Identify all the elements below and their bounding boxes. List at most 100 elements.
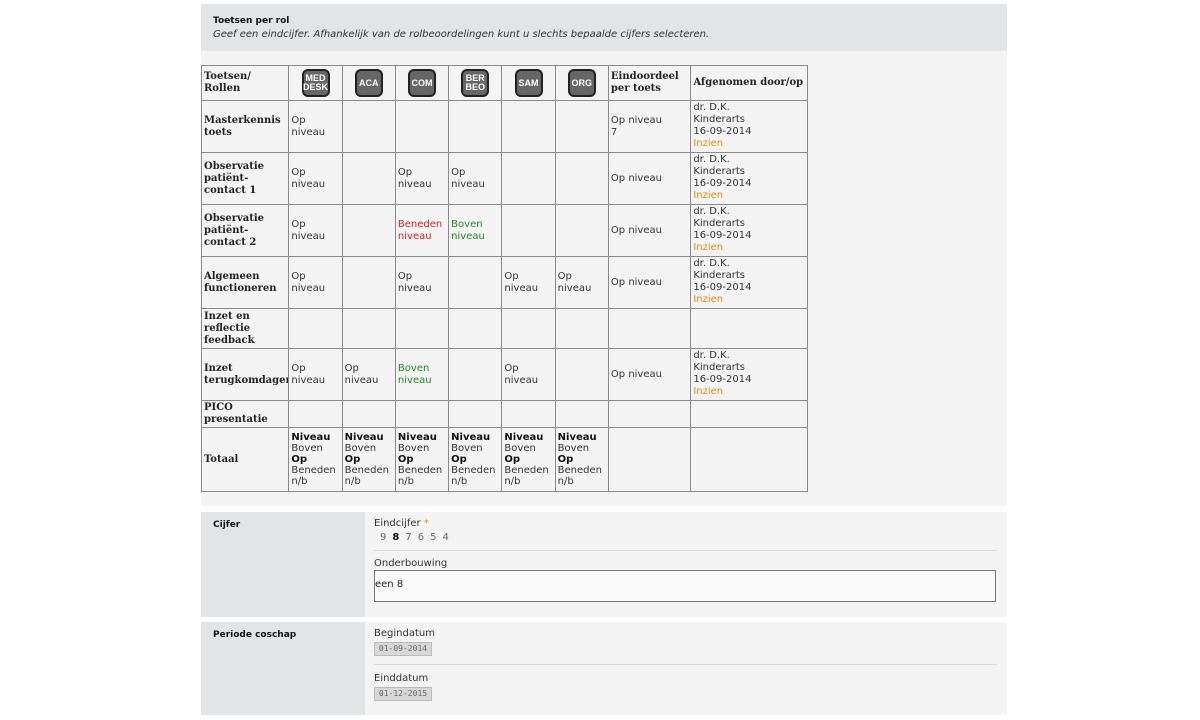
total-niveau: Niveau xyxy=(504,432,544,443)
afgenomen-header: Afgenomen door/op xyxy=(690,65,808,101)
role-cell: Op niveau xyxy=(501,256,556,309)
table-row: Algemeen functioneren Op niveau Op niveau O… xyxy=(200,256,808,309)
einddatum-field[interactable]: 01-12-2015 xyxy=(374,687,432,701)
afgenomen-cell: dr. D.K. Kinderarts 16-09-2014 Inzien xyxy=(690,100,808,153)
role-header: MED DESK xyxy=(288,65,343,101)
row-header: Inzet en reflectie feedback xyxy=(200,308,290,349)
total-beneden: Beneden xyxy=(397,465,443,476)
role-cell: Op niveau xyxy=(394,152,450,205)
eindcijfer-label: Eindcijfer * xyxy=(374,518,429,529)
table-row: Masterkennis toets Op niveau Op niveau 7 dr… xyxy=(200,100,808,153)
total-nb: n/b xyxy=(557,476,574,487)
total-row: Totaal Niveau Boven Op Beneden n/b Niveau Boven… xyxy=(200,427,808,492)
total-header: Totaal xyxy=(200,427,290,492)
grade-option[interactable]: 9 xyxy=(380,532,387,543)
role-cell xyxy=(448,100,503,153)
total-boven: Boven xyxy=(291,443,323,454)
grade-option[interactable]: 7 xyxy=(405,532,412,543)
afgenomen-text: dr. D.K. Kinderarts 16-09-2014 xyxy=(693,154,752,189)
inzien-link[interactable]: Inzien xyxy=(693,294,724,305)
role-cell xyxy=(554,348,609,401)
afgenomen-cell xyxy=(690,308,808,349)
total-eind-cell xyxy=(607,427,692,492)
total-nb: n/b xyxy=(291,476,308,487)
role-cell: Op niveau xyxy=(288,348,343,401)
eindoordeel-cell: Op niveau xyxy=(607,256,692,309)
role-cell xyxy=(341,204,396,257)
eindoordeel-cell xyxy=(607,400,692,428)
role-cell xyxy=(554,100,609,153)
total-cell: Niveau Boven Op Beneden n/b xyxy=(501,427,556,492)
role-cell: Op niveau xyxy=(554,256,609,309)
role-cell xyxy=(554,204,609,257)
total-cell: Niveau Boven Op Beneden n/b xyxy=(554,427,609,492)
eindoordeel-cell: Op niveau 7 xyxy=(607,100,692,153)
grade-option[interactable]: 5 xyxy=(430,532,437,543)
toetsen-table: Toetsen/ Rollen MED DESK ACA COM BER BEO SAM O… xyxy=(200,65,808,492)
role-cell xyxy=(341,256,396,309)
table-row: Observatie patiënt- contact 1 Op niveau Op… xyxy=(200,152,808,205)
inzien-link[interactable]: Inzien xyxy=(693,190,724,201)
row-header: Inzet terugkomdagen xyxy=(200,348,290,401)
total-niveau: Niveau xyxy=(344,432,384,443)
row-header: Masterkennis toets xyxy=(200,100,290,153)
inzien-link[interactable]: Inzien xyxy=(693,138,724,149)
total-op: Op xyxy=(557,454,574,465)
total-beneden: Beneden xyxy=(451,465,496,476)
total-boven: Boven xyxy=(397,443,430,454)
role-cell xyxy=(554,152,609,205)
required-marker: * xyxy=(423,518,429,529)
afgenomen-cell: dr. D.K. Kinderarts 16-09-2014 Inzien xyxy=(690,204,808,257)
total-beneden: Beneden xyxy=(504,465,549,476)
role-cell xyxy=(501,204,556,257)
role-icon: ACA xyxy=(354,69,383,97)
afgenomen-cell: dr. D.K. Kinderarts 16-09-2014 Inzien xyxy=(690,348,808,401)
total-niveau: Niveau xyxy=(397,432,437,443)
role-cell: Op niveau xyxy=(288,152,343,205)
role-cell xyxy=(448,256,503,309)
role-icon: SAM xyxy=(514,69,543,97)
total-op: Op xyxy=(504,454,521,465)
role-cell xyxy=(554,400,609,428)
grade-option[interactable]: 6 xyxy=(417,532,425,543)
role-cell xyxy=(448,348,503,401)
role-cell xyxy=(341,400,396,428)
onderbouwing-textarea[interactable]: een 8 xyxy=(374,570,996,602)
afgenomen-text: dr. D.K. Kinderarts 16-09-2014 xyxy=(693,258,752,293)
cijfer-sidebar: Cijfer xyxy=(201,512,365,617)
grade-option[interactable]: 8 xyxy=(392,532,400,543)
total-niveau: Niveau xyxy=(451,432,491,443)
inzien-link[interactable]: Inzien xyxy=(693,386,724,397)
inzien-link[interactable]: Inzien xyxy=(693,242,724,253)
role-cell: Boven niveau xyxy=(394,348,450,401)
row-header: Algemeen functioneren xyxy=(200,256,290,309)
role-cell xyxy=(394,100,450,153)
total-nb: n/b xyxy=(397,476,414,487)
periode-sidebar: Periode coschap xyxy=(201,622,365,715)
divider xyxy=(374,550,997,551)
role-icon: MED DESK xyxy=(301,69,330,97)
total-beneden: Beneden xyxy=(344,465,390,476)
role-cell xyxy=(501,152,556,205)
total-beneden: Beneden xyxy=(557,465,603,476)
table-header-row: Toetsen/ Rollen MED DESK ACA COM BER BEO SAM O… xyxy=(200,65,808,101)
periode-label: Periode coschap xyxy=(213,630,297,640)
total-niveau: Niveau xyxy=(557,432,597,443)
eindcijfer-text: Eindcijfer xyxy=(374,518,421,529)
role-cell: Op niveau xyxy=(288,204,343,257)
role-cell: Op niveau xyxy=(341,348,396,401)
total-op: Op xyxy=(291,454,308,465)
total-afgenomen-cell xyxy=(690,427,808,492)
total-op: Op xyxy=(451,454,467,465)
role-cell: Boven niveau xyxy=(448,204,503,257)
role-cell xyxy=(341,152,396,205)
eindoordeel-header: Eindoordeel per toets xyxy=(607,65,692,101)
begindatum-field[interactable]: 01-09-2014 xyxy=(374,642,432,656)
afgenomen-text: dr. D.K. Kinderarts 16-09-2014 xyxy=(693,102,752,137)
total-boven: Boven xyxy=(344,443,377,454)
afgenomen-text: dr. D.K. Kinderarts 16-09-2014 xyxy=(693,206,752,241)
role-cell: Op niveau xyxy=(394,256,450,309)
grade-option[interactable]: 4 xyxy=(442,532,449,543)
